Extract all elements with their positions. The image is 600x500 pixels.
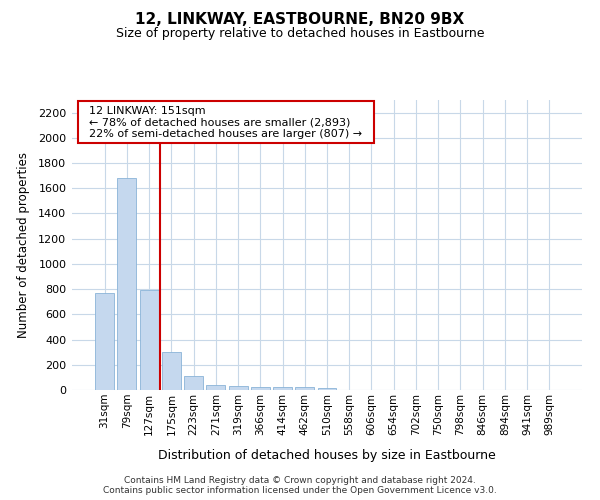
Text: Contains HM Land Registry data © Crown copyright and database right 2024.
Contai: Contains HM Land Registry data © Crown c… [103,476,497,495]
Text: 12, LINKWAY, EASTBOURNE, BN20 9BX: 12, LINKWAY, EASTBOURNE, BN20 9BX [136,12,464,28]
Bar [140,290,158,390]
Bar [162,352,181,390]
Bar [295,387,314,390]
Y-axis label: Number of detached properties: Number of detached properties [17,152,30,338]
Bar [273,388,292,390]
Bar [251,387,270,390]
Bar [206,384,225,390]
Bar [317,388,337,390]
Bar [95,293,114,390]
Text: 12 LINKWAY: 151sqm
  ← 78% of detached houses are smaller (2,893)
  22% of semi-: 12 LINKWAY: 151sqm ← 78% of detached hou… [82,106,370,139]
Bar [184,376,203,390]
Text: Size of property relative to detached houses in Eastbourne: Size of property relative to detached ho… [116,28,484,40]
X-axis label: Distribution of detached houses by size in Eastbourne: Distribution of detached houses by size … [158,449,496,462]
Bar [118,178,136,390]
Bar [229,386,248,390]
